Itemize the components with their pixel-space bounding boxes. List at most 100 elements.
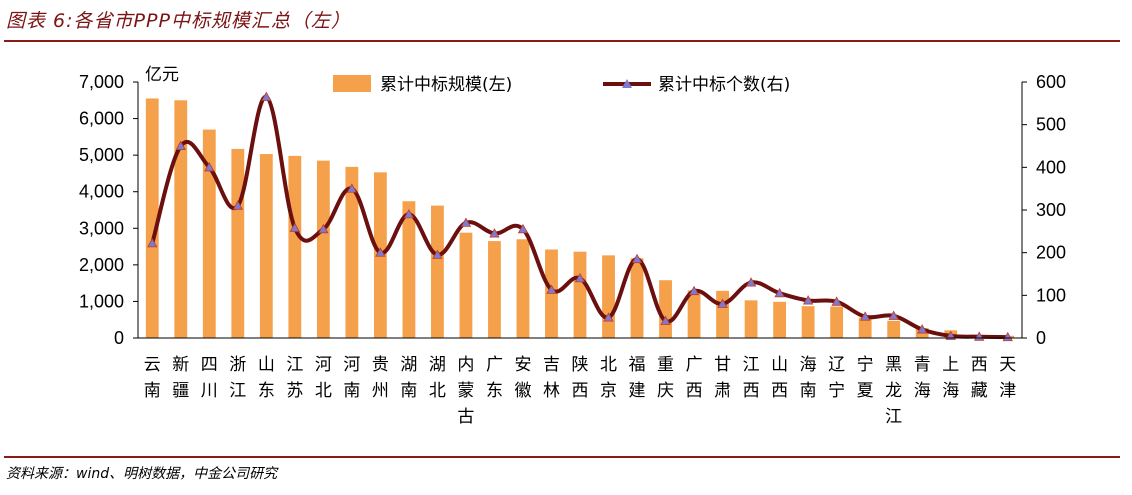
left-tick-label: 3,000 [79, 218, 124, 238]
bar-江西 [744, 300, 758, 338]
bar-黑龙江 [887, 320, 901, 338]
left-tick-label: 2,000 [79, 255, 124, 275]
category-label: 贵州 [372, 355, 389, 401]
bar-陕西 [573, 251, 587, 338]
point-贵州 [375, 247, 386, 257]
category-label: 四川 [201, 355, 218, 401]
category-labels: 云南新疆四川浙江山东江苏河北河南贵州湖南湖北内蒙古广东安徽吉林陕西北京福建重庆广… [144, 355, 1016, 427]
point-江苏 [289, 222, 301, 232]
point-黑龙江 [888, 310, 899, 320]
point-新疆 [175, 140, 186, 151]
point-青海 [917, 324, 928, 334]
bar-四川 [202, 129, 216, 338]
line-path [150, 94, 1008, 340]
left-axis-unit: 亿元 [145, 65, 179, 85]
right-tick-label: 200 [1036, 243, 1066, 263]
right-tick-label: 500 [1036, 115, 1066, 135]
left-tick-label: 1,000 [79, 291, 124, 311]
category-label: 云南 [144, 355, 161, 401]
bar-辽宁 [830, 306, 844, 338]
point-河南 [346, 183, 358, 193]
point-甘肃 [717, 298, 728, 308]
point-安徽 [517, 223, 529, 234]
point-浙江 [232, 200, 243, 210]
point-陕西 [574, 272, 586, 283]
bar-海南 [801, 306, 815, 338]
legend: 累计中标规模(左) 累计中标个数(右) [333, 75, 790, 95]
category-label: 湖南 [400, 355, 417, 401]
right-tick-label: 400 [1036, 157, 1066, 177]
point-福建 [631, 253, 643, 264]
category-label: 黑龙江 [885, 355, 902, 427]
bar-北京 [602, 255, 615, 338]
bar-浙江 [231, 148, 245, 338]
legend-line-marker [622, 79, 632, 88]
point-北京 [603, 312, 614, 322]
point-内蒙古 [460, 217, 472, 227]
point-山东 [261, 91, 272, 101]
bar-湖南 [402, 201, 416, 338]
category-label: 辽宁 [828, 355, 845, 401]
category-label: 江苏 [286, 355, 303, 401]
figure-title: 图表 6:各省市PPP中标规模汇总（左） [6, 10, 351, 32]
point-重庆 [660, 315, 671, 325]
bar-宁夏 [858, 317, 872, 338]
point-江西 [745, 277, 757, 287]
right-tick-label: 300 [1036, 200, 1066, 220]
category-label: 广东 [486, 355, 503, 401]
category-label: 甘肃 [714, 355, 731, 401]
category-label: 宁夏 [857, 355, 874, 401]
point-云南 [147, 237, 158, 248]
right-tick-label: 0 [1036, 328, 1046, 348]
point-宁夏 [859, 311, 871, 321]
bar-广西 [687, 290, 701, 338]
axes: 0 1,000 2,000 3,000 4,000 5,000 6,000 7,000 0 100… [79, 65, 1066, 348]
bar-江苏 [288, 155, 302, 338]
point-吉林 [546, 284, 557, 294]
category-label: 湖北 [429, 355, 446, 401]
point-广西 [688, 285, 700, 296]
category-label: 河南 [343, 355, 360, 401]
source-rule [4, 456, 1120, 458]
bar-山西 [773, 301, 787, 338]
point-辽宁 [831, 296, 842, 306]
point-天津 [1002, 331, 1013, 342]
category-label: 天津 [999, 355, 1016, 401]
category-label: 青海 [914, 355, 931, 401]
category-label: 山东 [258, 355, 275, 401]
bar-山东 [259, 154, 273, 338]
bar-新疆 [174, 100, 188, 339]
category-label: 江西 [743, 355, 760, 401]
category-label: 广西 [686, 355, 703, 401]
right-tick-label: 600 [1036, 72, 1066, 92]
point-四川 [204, 162, 215, 172]
title-rule [4, 40, 1120, 42]
bar-湖北 [431, 205, 444, 338]
bar-安徽 [516, 239, 530, 338]
category-label: 安徽 [514, 355, 531, 401]
left-tick-label: 7,000 [79, 72, 124, 92]
point-湖北 [432, 249, 443, 259]
line-series [147, 91, 1013, 342]
category-label: 西藏 [971, 355, 988, 401]
left-tick-label: 6,000 [79, 109, 124, 129]
category-label: 上海 [942, 355, 959, 401]
category-label: 海南 [800, 355, 817, 401]
category-label: 新疆 [172, 355, 189, 401]
bar-广东 [488, 241, 501, 338]
legend-bar-swatch [333, 75, 371, 92]
right-tick-label: 100 [1036, 285, 1066, 305]
category-label: 北京 [600, 355, 617, 401]
point-广东 [489, 228, 500, 238]
left-tick-label: 0 [114, 328, 124, 348]
category-label: 陕西 [572, 355, 589, 401]
bar-河南 [345, 166, 359, 338]
legend-line-label: 累计中标个数(右) [658, 75, 790, 95]
point-海南 [802, 295, 814, 305]
category-label: 吉林 [543, 355, 560, 401]
category-label: 河北 [315, 355, 332, 401]
category-label: 重庆 [657, 355, 674, 401]
category-label: 山西 [771, 355, 788, 401]
bar-甘肃 [716, 290, 729, 338]
